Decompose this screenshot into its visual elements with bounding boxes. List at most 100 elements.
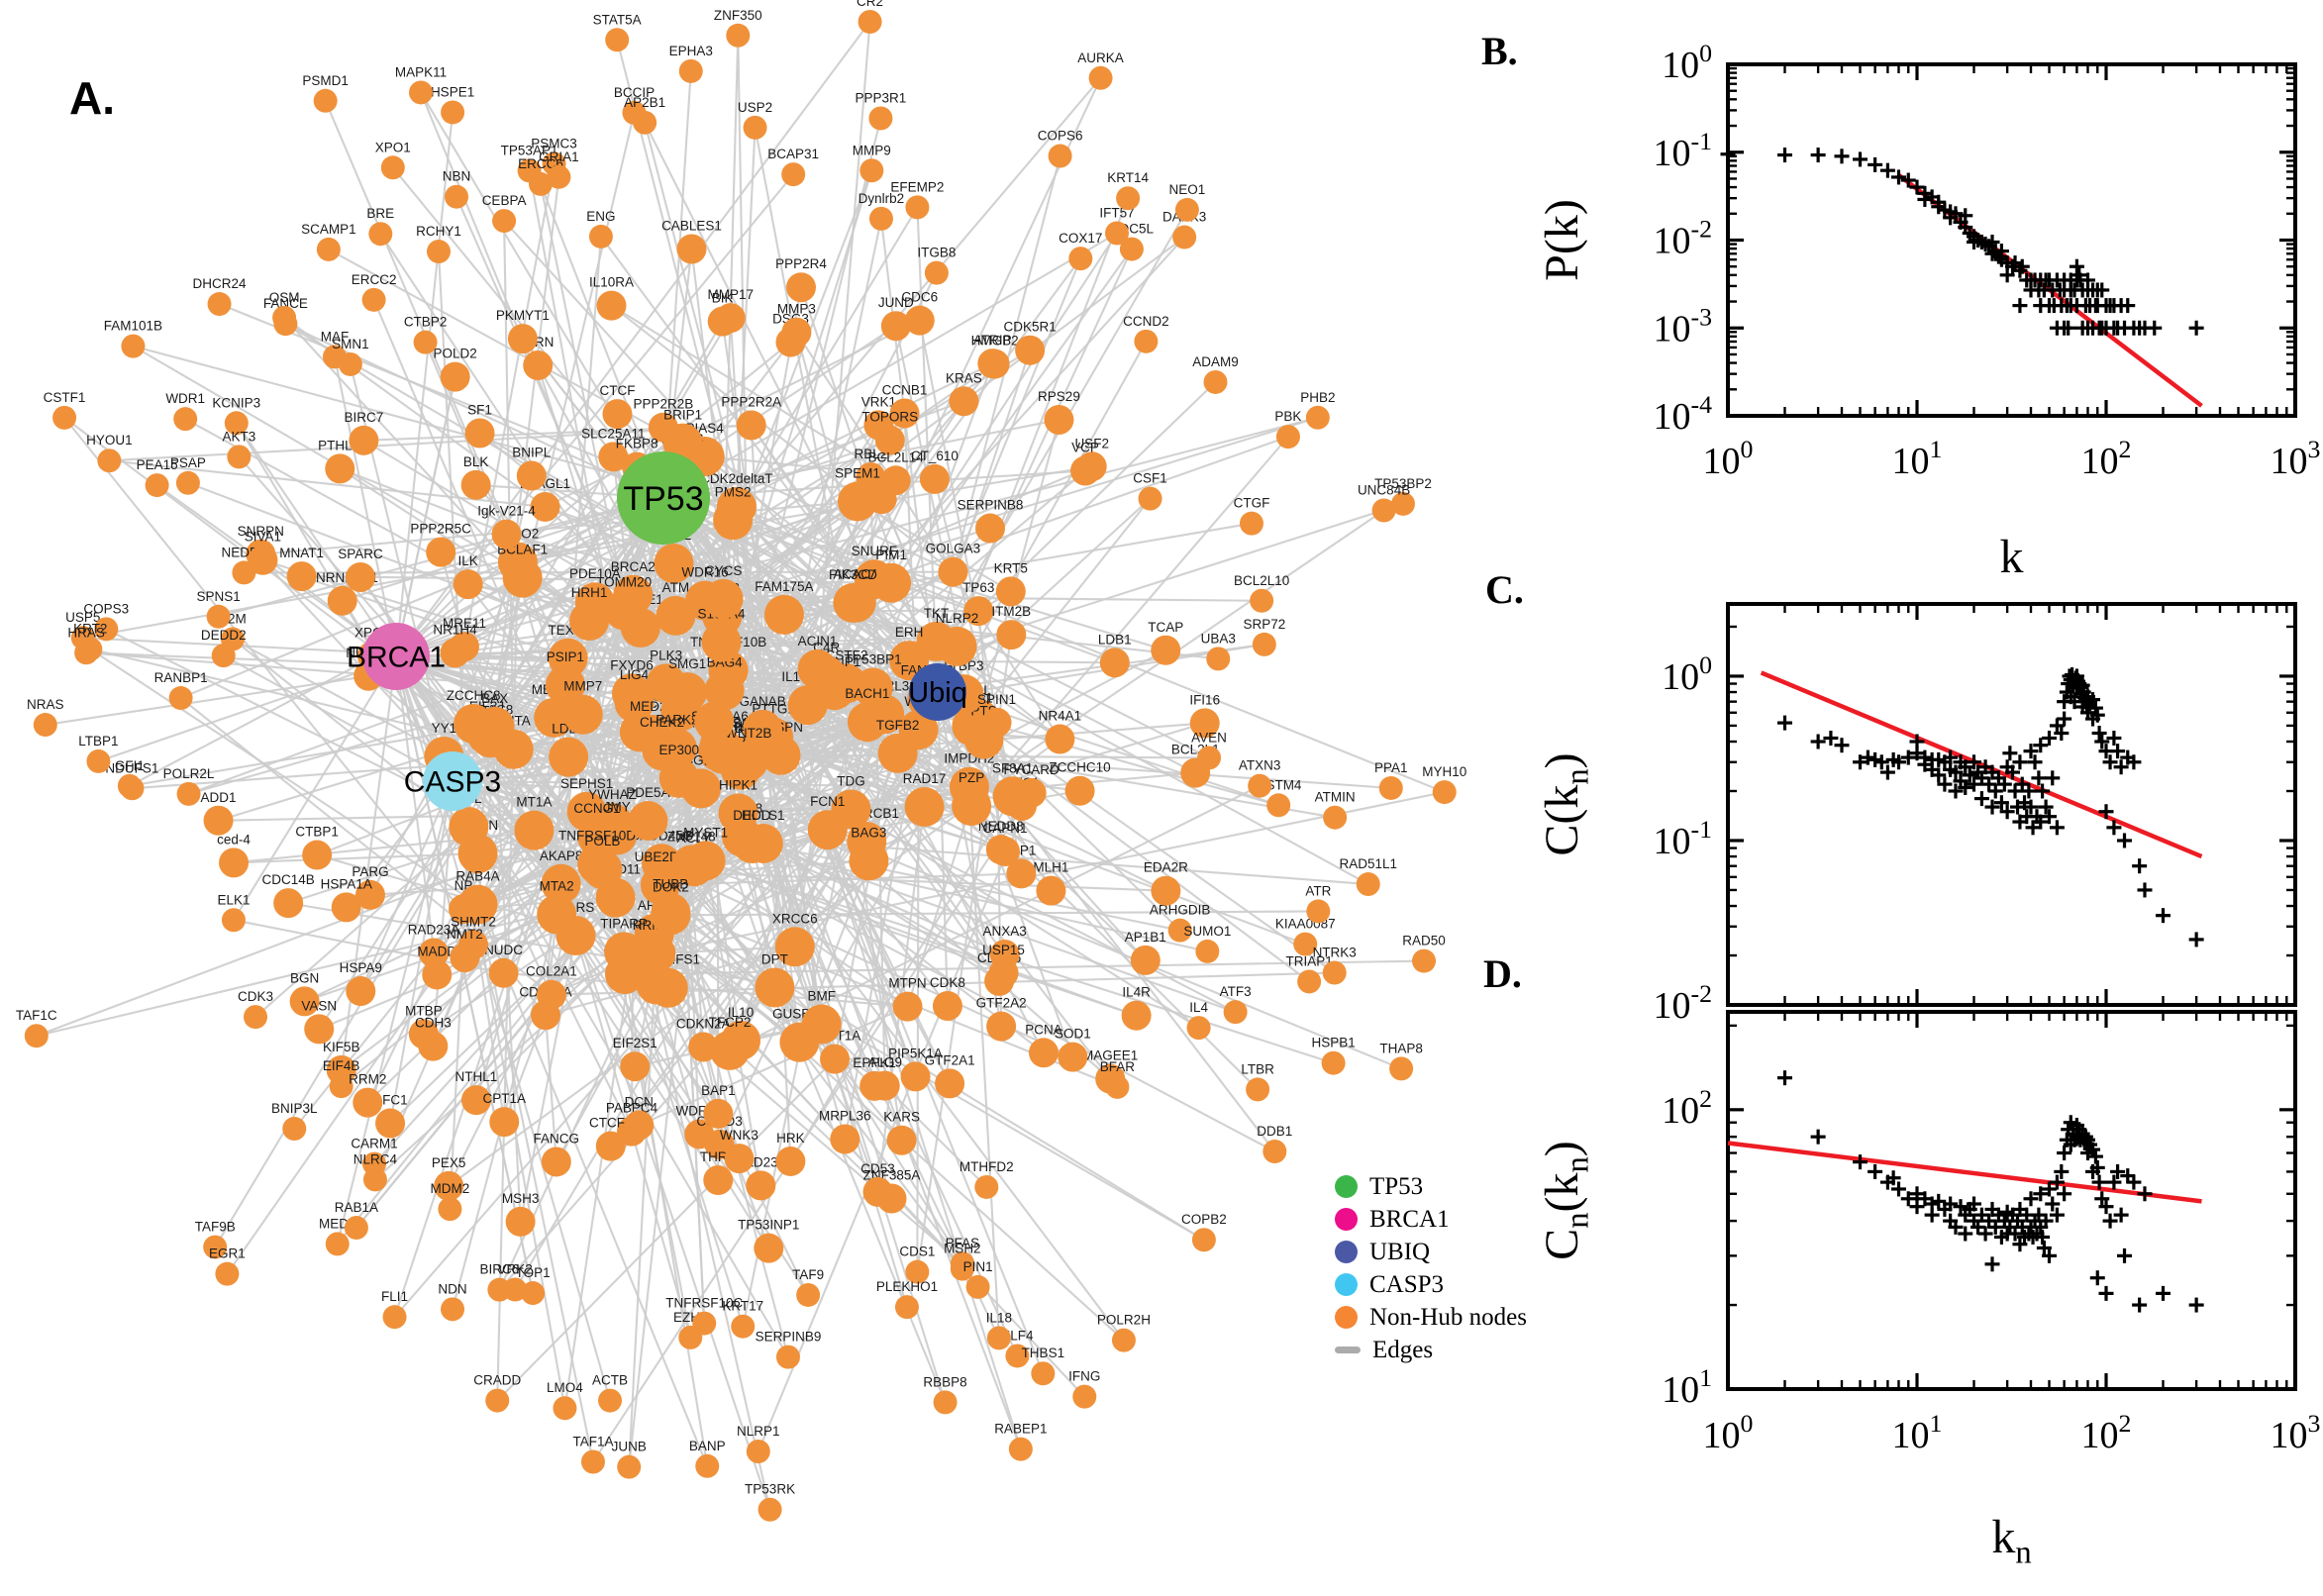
- network-node-label: PDE10A: [569, 566, 621, 581]
- network-node-label: AP1B1: [1125, 930, 1166, 945]
- network-node-label: EPPK1: [853, 1055, 896, 1070]
- network-node: [763, 594, 804, 635]
- network-node: [781, 162, 806, 187]
- network-node: [375, 1108, 406, 1139]
- network-node-label: PDE5A: [626, 785, 669, 800]
- network-node: [952, 786, 992, 827]
- hub-node-casp3: [423, 751, 482, 811]
- network-edge: [798, 197, 1130, 1043]
- network-node-label: ERCC2: [352, 272, 397, 287]
- network-node-label: PPP2R5C: [410, 522, 471, 537]
- fit-line: [1897, 173, 2203, 408]
- x-axis-label: k: [2000, 531, 2024, 583]
- network-node: [1088, 65, 1113, 90]
- network-node: [938, 556, 968, 587]
- network-node-label: CCNG1: [573, 801, 620, 816]
- network-node: [1174, 197, 1199, 222]
- network-node-label: USP15: [982, 943, 1025, 957]
- network-node: [582, 849, 623, 890]
- network-node: [409, 80, 434, 105]
- network-node-label: COL2A1: [526, 964, 577, 979]
- network-node: [986, 1011, 1017, 1042]
- network-node-label: PLEKHO1: [876, 1279, 938, 1294]
- x-tick-label: 102​: [2081, 1409, 2132, 1456]
- network-node-label: SPIN1: [977, 692, 1016, 707]
- network-node: [1151, 635, 1181, 665]
- network-node-label: PIP5K1A: [888, 1046, 943, 1060]
- network-node-label: BIRC6: [480, 1262, 520, 1277]
- network-node-label: RRM2: [349, 1072, 386, 1087]
- network-node: [168, 686, 193, 711]
- network-node: [1121, 1000, 1152, 1031]
- network-node-label: TAF1C: [16, 1008, 57, 1023]
- network-edge: [345, 497, 664, 909]
- network-edge: [736, 77, 1102, 508]
- network-edge: [795, 332, 1061, 741]
- network-node: [215, 1261, 240, 1286]
- network-node: [830, 1124, 860, 1154]
- network-node: [507, 324, 538, 354]
- network-node-label: BNIPL: [512, 446, 552, 460]
- panel-d-label: D.: [1483, 951, 1522, 996]
- network-node: [990, 837, 1021, 867]
- network-edge: [109, 424, 752, 462]
- network-node-label: HRAS: [67, 625, 105, 640]
- network-node: [1048, 144, 1072, 168]
- y-tick-label: 10-2​: [1653, 979, 1712, 1027]
- hub-node-ubiq: [909, 663, 966, 721]
- network-node: [746, 1439, 770, 1463]
- network-node-label: USP2: [738, 100, 772, 115]
- network-node: [441, 100, 465, 125]
- network-node-label: TNFRSF10C: [665, 1296, 743, 1311]
- network-edge: [519, 935, 577, 1223]
- network-node: [746, 1170, 776, 1201]
- network-node: [900, 1061, 931, 1092]
- hub-label-ubiq: Ubiq: [908, 677, 967, 709]
- network-node: [74, 641, 99, 665]
- network-node: [1138, 486, 1162, 511]
- network-node-label: MMP17: [708, 287, 755, 302]
- network-node-label: SPARC: [338, 547, 383, 561]
- chart-c: 100​ 10-1​ 10-2​ C(kn​): [1536, 602, 2297, 1027]
- network-node-label: MTHFD2: [960, 1159, 1014, 1174]
- network-node: [996, 620, 1027, 650]
- network-node-label: IL10RA: [589, 275, 634, 290]
- network-node: [604, 932, 645, 972]
- legend-item-casp3: CASP3: [1335, 1268, 1527, 1301]
- tp53-swatch-icon: [1335, 1175, 1358, 1198]
- network-node: [541, 863, 581, 904]
- network-node: [1016, 777, 1047, 808]
- network-edge: [826, 527, 991, 677]
- network-node: [979, 349, 1010, 379]
- network-node-label: TP53BP1: [845, 652, 902, 667]
- network-node: [203, 1235, 228, 1259]
- network-node-label: UBA3: [1201, 631, 1236, 646]
- network-node: [1195, 939, 1220, 963]
- network-node: [633, 110, 657, 135]
- network-node: [636, 933, 676, 973]
- network-node-label: ADAM9: [1192, 354, 1239, 369]
- network-node: [889, 398, 920, 429]
- legend: TP53 BRCA1 UBIQ CASP3 Non-Hub nodes Edge…: [1335, 1170, 1527, 1366]
- network-node: [227, 445, 252, 469]
- network-node: [786, 272, 817, 303]
- network-node-label: POLR2L: [163, 766, 215, 781]
- network-node: [1323, 805, 1348, 830]
- network-node-label: NLRP2: [936, 611, 979, 626]
- network-node: [1203, 369, 1228, 394]
- network-node: [695, 1453, 720, 1478]
- network-node: [302, 840, 333, 870]
- network-node-label: MYST1: [683, 825, 728, 840]
- network-node: [94, 617, 119, 642]
- network-node-label: POLR2H: [1097, 1313, 1151, 1328]
- ubiq-swatch-icon: [1335, 1241, 1358, 1263]
- fit-line: [1760, 670, 2203, 859]
- network-node: [819, 1044, 850, 1074]
- network-node: [528, 171, 553, 196]
- network-node-label: SPEM1: [835, 465, 880, 480]
- network-edge: [757, 792, 1033, 1452]
- network-node: [331, 892, 361, 923]
- network-node-label: EPHA3: [669, 44, 713, 58]
- network-node-label: EFEMP2: [890, 179, 944, 194]
- network-node: [880, 465, 911, 496]
